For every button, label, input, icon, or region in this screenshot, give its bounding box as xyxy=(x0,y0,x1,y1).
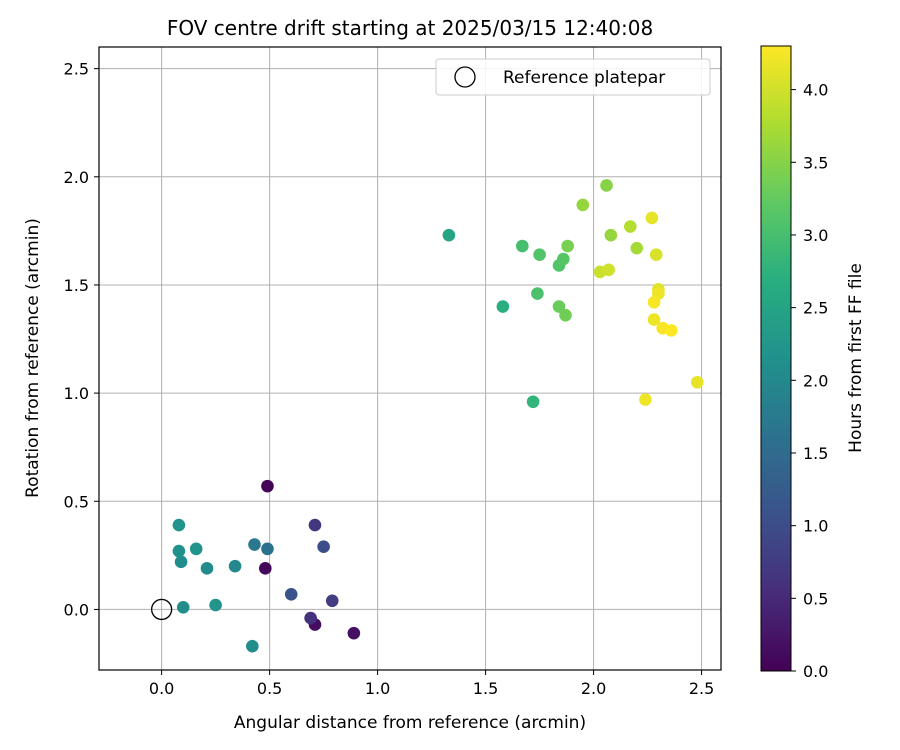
legend: Reference platepar xyxy=(435,58,711,96)
data-point xyxy=(496,300,510,313)
y-tick-label: 0.0 xyxy=(64,600,89,619)
data-point xyxy=(174,555,188,569)
grid xyxy=(99,47,721,670)
data-point xyxy=(258,562,272,575)
data-point xyxy=(200,562,214,575)
y-tick-label: 1.5 xyxy=(64,276,89,295)
legend-box xyxy=(435,58,711,96)
x-tick-label: 2.0 xyxy=(581,679,606,698)
colorbar-tick-label: 3.5 xyxy=(803,153,828,172)
colorbar-label: Hours from first FF file xyxy=(846,263,866,453)
reference-point xyxy=(150,598,173,621)
data-point xyxy=(649,248,663,261)
colorbar-tick-label: 3.0 xyxy=(803,226,828,245)
data-point xyxy=(189,542,203,556)
x-axis-ticks: 0.0 0.5 1.0 1.5 2.0 2.5 xyxy=(149,670,714,698)
y-tick-label: 1.0 xyxy=(64,384,89,403)
data-point xyxy=(248,538,261,551)
x-tick-label: 0.5 xyxy=(257,679,282,698)
x-tick-label: 1.0 xyxy=(365,679,390,698)
x-tick-label: 1.5 xyxy=(473,679,498,698)
data-point xyxy=(639,393,652,406)
data-point xyxy=(526,395,540,409)
y-axis-label: Rotation from reference (arcmin) xyxy=(23,218,43,498)
y-tick-label: 0.5 xyxy=(64,492,89,511)
data-point xyxy=(442,228,456,242)
colorbar-tick-label: 1.5 xyxy=(803,444,828,463)
data-point xyxy=(557,252,570,266)
data-point xyxy=(645,211,659,225)
data-point xyxy=(172,544,186,558)
data-point xyxy=(516,239,529,253)
colorbar-gradient xyxy=(760,45,792,672)
data-point xyxy=(228,559,242,573)
colorbar-tick-label: 4.0 xyxy=(803,81,828,100)
colorbar-ticks: 0.0 0.5 1.0 1.5 2.0 2.5 3.0 3.5 4.0 xyxy=(791,81,828,681)
data-point xyxy=(561,239,574,253)
data-point xyxy=(531,287,544,300)
data-point xyxy=(317,540,330,553)
data-point xyxy=(559,308,572,322)
y-tick-label: 2.5 xyxy=(64,60,89,79)
chart-title: FOV centre drift starting at 2025/03/15 … xyxy=(167,16,653,40)
data-point xyxy=(246,639,259,653)
data-point xyxy=(261,542,274,556)
x-tick-label: 0.0 xyxy=(149,679,174,698)
y-axis-ticks: 0.0 0.5 1.0 1.5 2.0 2.5 xyxy=(64,60,99,619)
data-point xyxy=(576,198,590,212)
colorbar: 0.0 0.5 1.0 1.5 2.0 2.5 3.0 3.5 4.0 Hours from f… xyxy=(760,45,866,681)
data-point xyxy=(630,241,644,255)
data-point xyxy=(347,626,361,640)
x-axis-label: Angular distance from reference (arcmin) xyxy=(234,713,586,733)
data-point xyxy=(284,587,298,601)
data-point xyxy=(602,263,615,277)
data-point xyxy=(623,220,637,233)
data-point xyxy=(690,375,704,389)
colorbar-tick-label: 0.0 xyxy=(803,662,828,681)
reference-marker xyxy=(150,598,173,621)
plot-frame xyxy=(98,46,722,671)
data-point xyxy=(261,479,274,493)
data-point xyxy=(604,228,618,242)
colorbar-tick-label: 1.0 xyxy=(803,517,828,536)
data-point xyxy=(308,518,322,532)
data-point xyxy=(176,600,190,614)
data-point xyxy=(209,598,222,612)
data-point xyxy=(552,300,566,313)
data-point xyxy=(533,248,546,261)
data-point xyxy=(325,594,339,608)
data-point xyxy=(600,179,613,192)
data-points xyxy=(172,179,704,653)
x-tick-label: 2.5 xyxy=(689,679,714,698)
colorbar-tick-label: 0.5 xyxy=(803,589,828,608)
data-point xyxy=(172,518,186,532)
colorbar-tick-label: 2.0 xyxy=(803,371,828,390)
colorbar-tick-label: 2.5 xyxy=(803,299,828,318)
data-point xyxy=(647,313,661,326)
y-tick-label: 2.0 xyxy=(64,168,89,187)
legend-marker-icon xyxy=(454,66,476,88)
data-point xyxy=(665,324,678,337)
data-point xyxy=(304,611,317,625)
data-point xyxy=(647,295,661,309)
legend-entry-reference: Reference platepar xyxy=(503,68,665,88)
